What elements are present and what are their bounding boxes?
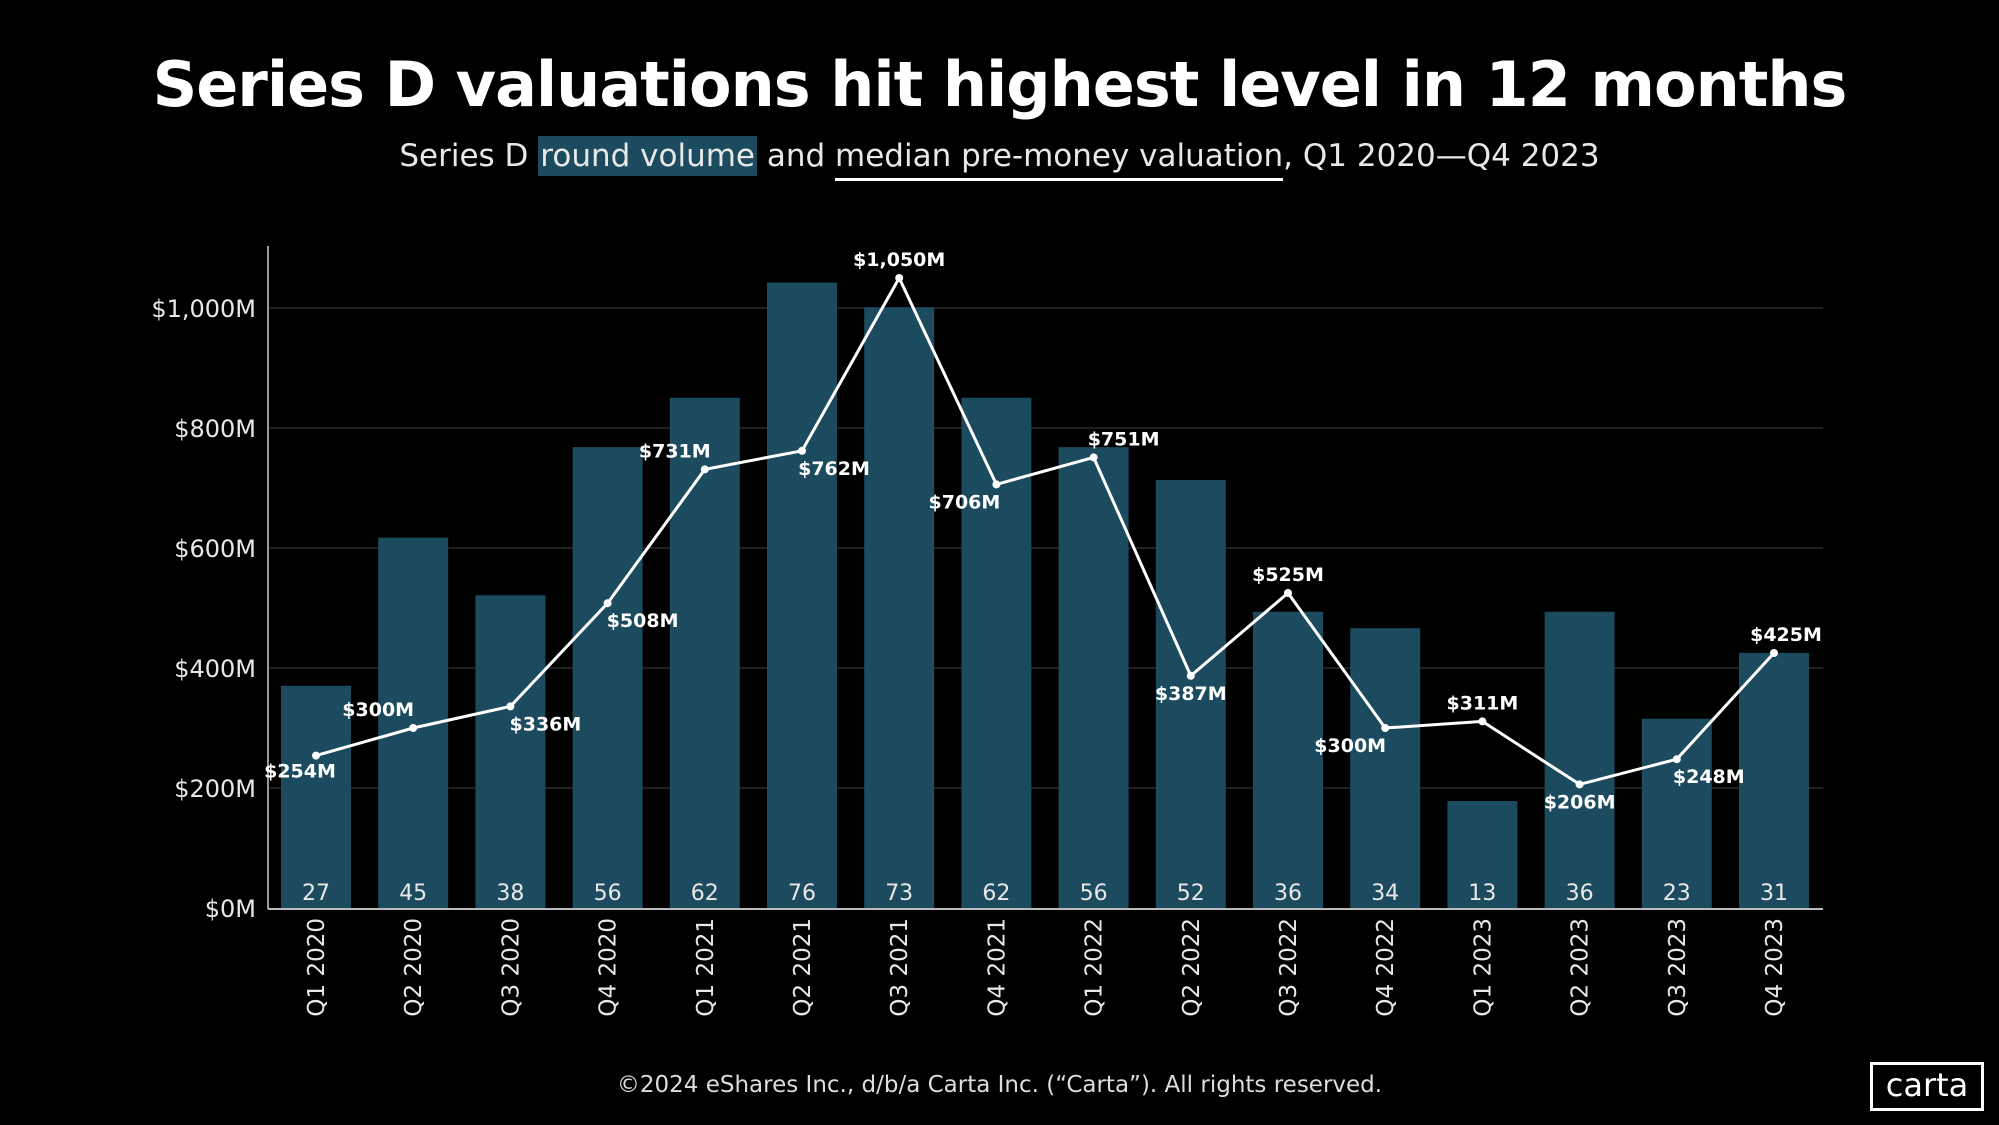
x-tick-label: Q3 2023 [1665, 918, 1691, 1017]
bar-count-label: 23 [1663, 881, 1691, 906]
valuation-point [700, 465, 709, 474]
x-tick-label: Q1 2022 [1082, 918, 1108, 1017]
x-tick-label: Q4 2022 [1373, 918, 1399, 1017]
valuation-label: $706M [929, 491, 1001, 513]
valuation-point [506, 702, 515, 711]
valuation-label: $1,050M [853, 249, 945, 271]
subtitle-middle: and [757, 138, 836, 174]
valuation-label: $762M [798, 458, 870, 480]
valuation-label: $731M [639, 440, 711, 462]
valuation-label: $425M [1750, 624, 1822, 646]
bar [475, 595, 546, 908]
valuation-line [315, 274, 1776, 787]
valuation-label: $300M [1314, 735, 1386, 757]
bar [864, 307, 935, 909]
valuation-point [1089, 453, 1098, 462]
valuation-label: $300M [342, 699, 414, 721]
bar-count-label: 36 [1566, 881, 1594, 906]
bar-count-label: 62 [982, 881, 1010, 906]
bar-count-label: 76 [788, 881, 816, 906]
bar [1155, 480, 1226, 908]
x-tick-label: Q3 2020 [498, 918, 524, 1017]
y-tick-label: $400M [174, 655, 256, 683]
bar-count-label: 38 [496, 881, 524, 906]
y-tick-label: $200M [174, 775, 256, 803]
x-tick-label: Q4 2023 [1762, 918, 1788, 1017]
bar [1739, 652, 1809, 908]
bar [961, 397, 1032, 908]
valuation-point [1381, 724, 1390, 732]
valuation-point [1672, 755, 1681, 764]
bar [1641, 718, 1712, 908]
x-tick-label: Q1 2023 [1470, 918, 1496, 1017]
y-tick-label: $1,000M [151, 295, 256, 323]
valuation-point [1186, 671, 1195, 680]
valuation-point [1575, 780, 1584, 789]
valuation-label: $508M [607, 610, 679, 632]
valuation-point [1770, 649, 1778, 657]
valuation-label: $248M [1673, 766, 1745, 788]
bar-count-label: 27 [302, 881, 330, 906]
bar-count-label: 56 [594, 881, 622, 906]
chart-subtitle: Series D round volume and median pre-mon… [0, 136, 1999, 181]
copyright-footer: ©2024 eShares Inc., d/b/a Carta Inc. (“C… [616, 1072, 1383, 1098]
valuation-point [992, 480, 1001, 489]
bar-count-label: 62 [691, 881, 719, 906]
x-tick-label: Q2 2020 [401, 918, 427, 1017]
bar-count-label: 36 [1274, 881, 1302, 906]
bar-count-label: 13 [1468, 881, 1496, 906]
x-tick-label: Q1 2020 [304, 918, 330, 1017]
valuation-point [409, 724, 418, 732]
y-tick-label: $0M [205, 895, 256, 923]
valuation-point [1478, 717, 1487, 726]
bar-count-label: 73 [885, 881, 913, 906]
x-tick-label: Q4 2020 [596, 918, 622, 1017]
subtitle-suffix: , Q1 2020—Q4 2023 [1283, 138, 1600, 174]
x-tick-label: Q4 2021 [984, 918, 1010, 1017]
bar-count-label: 34 [1371, 881, 1399, 906]
valuation-label: $254M [264, 761, 336, 783]
x-tick-label: Q2 2022 [1179, 918, 1205, 1017]
x-tick-label: Q2 2021 [790, 918, 816, 1017]
valuation-point [798, 446, 806, 455]
bar [1058, 447, 1129, 908]
bar-count-label: 31 [1760, 881, 1788, 906]
x-tick-label: Q1 2021 [693, 918, 719, 1017]
bar [281, 685, 351, 908]
valuation-label: $525M [1252, 564, 1324, 586]
valuation-label: $206M [1544, 791, 1616, 813]
bar-count-label: 56 [1080, 881, 1108, 906]
bar [1447, 801, 1518, 908]
y-tick-label: $800M [174, 415, 256, 443]
valuation-label: $387M [1155, 683, 1227, 705]
valuation-point [895, 274, 904, 282]
bar [669, 397, 740, 908]
bar-count-label: 45 [399, 881, 427, 906]
valuation-label: $751M [1088, 428, 1160, 450]
subtitle-prefix: Series D [399, 138, 539, 174]
bar-count-label: 52 [1177, 881, 1205, 906]
carta-logo: carta [1870, 1062, 1984, 1111]
bar [767, 282, 837, 908]
valuation-point [1284, 589, 1292, 597]
subtitle-underline-valuation: median pre-money valuation [835, 138, 1284, 181]
valuation-point [312, 751, 320, 760]
x-tick-label: Q2 2023 [1568, 918, 1594, 1017]
valuation-label: $311M [1447, 692, 1519, 714]
subtitle-highlight-round-volume: round volume [538, 136, 757, 176]
valuation-label: $336M [510, 713, 582, 735]
bar [1544, 611, 1615, 908]
bar [572, 447, 643, 908]
x-tick-label: Q3 2021 [887, 918, 913, 1017]
bar [1350, 628, 1421, 908]
valuation-point [603, 599, 612, 608]
chart-title: Series D valuations hit highest level in… [152, 48, 1848, 121]
y-tick-label: $600M [174, 535, 256, 563]
x-tick-label: Q3 2022 [1276, 918, 1302, 1017]
bar [1253, 611, 1323, 908]
